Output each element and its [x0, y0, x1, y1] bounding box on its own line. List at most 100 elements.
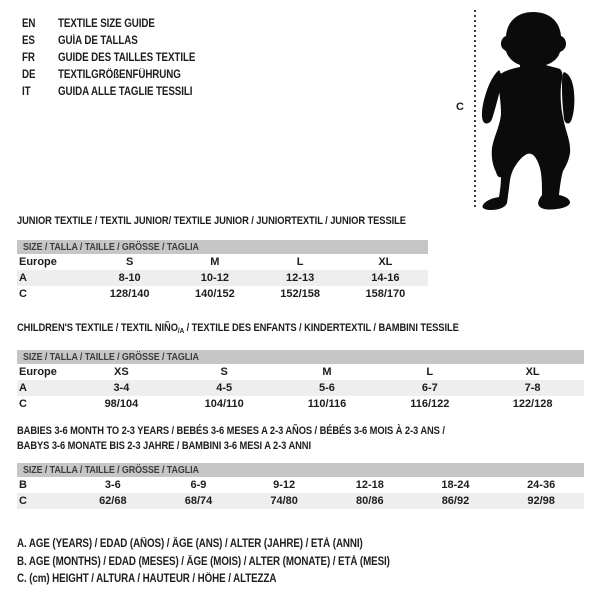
value-cell: 4-5	[172, 380, 276, 396]
size-cell: XL	[525, 366, 540, 379]
section-children-textile: CHILDREN'S TEXTILE / TEXTIL NIÑO/A / TEX…	[17, 321, 584, 412]
value-cell: 116/122	[410, 398, 450, 410]
value-cell: 24-36	[527, 479, 556, 492]
section-title-children: CHILDREN'S TEXTILE / TEXTIL NIÑO/A / TEX…	[17, 321, 584, 338]
table-row: Europe XS S M L XL	[17, 364, 584, 380]
lang-title: TEXTILE SIZE GUIDE	[58, 18, 155, 30]
lang-title: GUÍA DE TALLAS	[58, 35, 138, 47]
table-row: C 62/68 68/74 74/80 80/86 86/92 92/98	[17, 493, 584, 509]
lang-row-de: DE TEXTILGRÖßENFÜHRUNG	[22, 67, 220, 84]
lang-code: IT	[22, 86, 31, 98]
value-cell: 122/128	[512, 398, 553, 410]
lang-row-it: IT GUIDA ALLE TAGLIE TESSILI	[22, 84, 220, 101]
section-junior-textile: JUNIOR TEXTILE / TEXTIL JUNIOR/ TEXTILE …	[17, 214, 475, 302]
value-cell: 62/68	[70, 493, 156, 509]
section-babies-textile: BABIES 3-6 MONTH TO 2-3 YEARS / BEBÉS 3-…	[17, 424, 584, 509]
value-cell: 80/86	[326, 493, 413, 509]
lang-row-es: ES GUÍA DE TALLAS	[22, 33, 220, 50]
value-cell: 6-9	[190, 479, 207, 492]
row-label-cell: Europe	[19, 366, 57, 379]
value-cell: 74/80	[241, 493, 327, 509]
value-cell: 10-12	[172, 270, 258, 286]
section-title-line1: BABIES 3-6 MONTH TO 2-3 YEARS / BEBÉS 3-…	[17, 425, 445, 437]
babies-size-table: SIZE / TALLA / TAILLE / GRÖSSE / TAGLIA …	[17, 463, 584, 509]
footnote-b: B. AGE (MONTHS) / EDAD (MESES) / ÂGE (MO…	[17, 554, 456, 572]
value-cell: 92/98	[498, 493, 584, 509]
value-cell: 158/170	[365, 288, 406, 300]
size-cell: L	[426, 366, 434, 379]
value-cell: 5-6	[275, 380, 379, 396]
row-label-cell: C	[19, 398, 27, 410]
row-label-cell: C	[19, 288, 27, 300]
height-measure-label: C	[456, 101, 464, 113]
table-row: A 8-10 10-12 12-13 14-16	[17, 270, 428, 286]
size-cell: M	[210, 256, 220, 269]
value-cell: 12-18	[355, 479, 384, 492]
lang-title: TEXTILGRÖßENFÜHRUNG	[58, 69, 181, 81]
table-header-band: SIZE / TALLA / TAILLE / GRÖSSE / TAGLIA	[17, 240, 428, 255]
section-title-line2: BABYS 3-6 MONATE BIS 2-3 JAHRE / BAMBINI…	[17, 440, 311, 452]
size-cell: XL	[378, 256, 393, 269]
value-cell: 12-13	[257, 270, 343, 286]
row-label-cell: B	[19, 479, 27, 492]
footnote-text: B. AGE (MONTHS) / EDAD (MESES) / ÂGE (MO…	[17, 555, 390, 568]
row-label-cell: A	[17, 270, 87, 286]
section-title-babies: BABIES 3-6 MONTH TO 2-3 YEARS / BEBÉS 3-…	[17, 424, 584, 454]
table-row: C 128/140 140/152 152/158 158/170	[17, 286, 428, 302]
section-title-text: CHILDREN'S TEXTILE / TEXTIL NIÑO/A / TEX…	[17, 322, 459, 335]
value-cell: 14-16	[342, 270, 428, 286]
value-cell: 3-6	[104, 479, 121, 492]
size-header-cell: SIZE / TALLA / TAILLE / GRÖSSE / TAGLIA	[17, 463, 584, 478]
lang-code: DE	[22, 69, 36, 81]
size-cell: S	[125, 256, 134, 269]
table-row: B 3-6 6-9 9-12 12-18 18-24 24-36	[17, 477, 584, 493]
lang-row-fr: FR GUIDE DES TAILLES TEXTILE	[22, 50, 220, 67]
row-label-cell: Europe	[19, 256, 57, 269]
footnote-text: A. AGE (YEARS) / EDAD (AÑOS) / ÂGE (ANS)…	[17, 538, 363, 550]
value-cell: 6-7	[378, 380, 482, 396]
size-header-text: SIZE / TALLA / TAILLE / GRÖSSE / TAGLIA	[23, 240, 199, 253]
value-cell: 86/92	[412, 493, 499, 509]
lang-code: EN	[22, 18, 36, 30]
size-header-cell: SIZE / TALLA / TAILLE / GRÖSSE / TAGLIA	[17, 240, 428, 255]
lang-title: GUIDE DES TAILLES TEXTILE	[58, 52, 196, 64]
value-cell: 140/152	[194, 288, 235, 300]
size-cell: L	[296, 256, 304, 269]
value-cell: 8-10	[87, 270, 173, 286]
value-cell: 3-4	[70, 380, 173, 396]
row-label-cell: C	[17, 493, 70, 509]
value-cell: 104/110	[204, 398, 244, 410]
subscript-text: /A	[177, 326, 185, 335]
table-header-band: SIZE / TALLA / TAILLE / GRÖSSE / TAGLIA	[17, 463, 584, 478]
baby-silhouette-icon	[481, 12, 575, 210]
size-header-text: SIZE / TALLA / TAILLE / GRÖSSE / TAGLIA	[23, 350, 199, 363]
children-size-table: SIZE / TALLA / TAILLE / GRÖSSE / TAGLIA …	[17, 350, 584, 412]
junior-size-table: SIZE / TALLA / TAILLE / GRÖSSE / TAGLIA …	[17, 240, 428, 302]
value-cell: 110/116	[307, 398, 347, 410]
dotted-measure-line	[474, 10, 476, 208]
footnote-text: C. (cm) HEIGHT / ALTURA / HAUTEUR / HÖHE…	[17, 573, 277, 585]
size-header-cell: SIZE / TALLA / TAILLE / GRÖSSE / TAGLIA	[17, 350, 584, 365]
row-label-cell: A	[17, 380, 70, 396]
legend-footnotes: A. AGE (YEARS) / EDAD (AÑOS) / ÂGE (ANS)…	[17, 536, 456, 589]
lang-code: ES	[22, 35, 35, 47]
footnote-c: C. (cm) HEIGHT / ALTURA / HAUTEUR / HÖHE…	[17, 571, 456, 589]
section-title-text: JUNIOR TEXTILE / TEXTIL JUNIOR/ TEXTILE …	[17, 215, 406, 227]
footnote-a: A. AGE (YEARS) / EDAD (AÑOS) / ÂGE (ANS)…	[17, 536, 456, 554]
value-cell: 68/74	[155, 493, 242, 509]
lang-code: FR	[22, 52, 35, 64]
lang-title: GUIDA ALLE TAGLIE TESSILI	[58, 86, 193, 98]
value-cell: 152/158	[280, 288, 320, 300]
lang-row-en: EN TEXTILE SIZE GUIDE	[22, 16, 220, 33]
size-header-text: SIZE / TALLA / TAILLE / GRÖSSE / TAGLIA	[23, 463, 199, 476]
size-cell: S	[220, 366, 228, 379]
table-header-band: SIZE / TALLA / TAILLE / GRÖSSE / TAGLIA	[17, 350, 584, 365]
table-row: A 3-4 4-5 5-6 6-7 7-8	[17, 380, 584, 396]
size-cell: XS	[114, 366, 129, 379]
value-cell: 9-12	[273, 479, 296, 492]
value-cell: 18-24	[441, 479, 470, 492]
table-row: Europe S M L XL	[17, 254, 428, 270]
value-cell: 98/104	[104, 398, 139, 410]
value-cell: 7-8	[481, 380, 584, 396]
